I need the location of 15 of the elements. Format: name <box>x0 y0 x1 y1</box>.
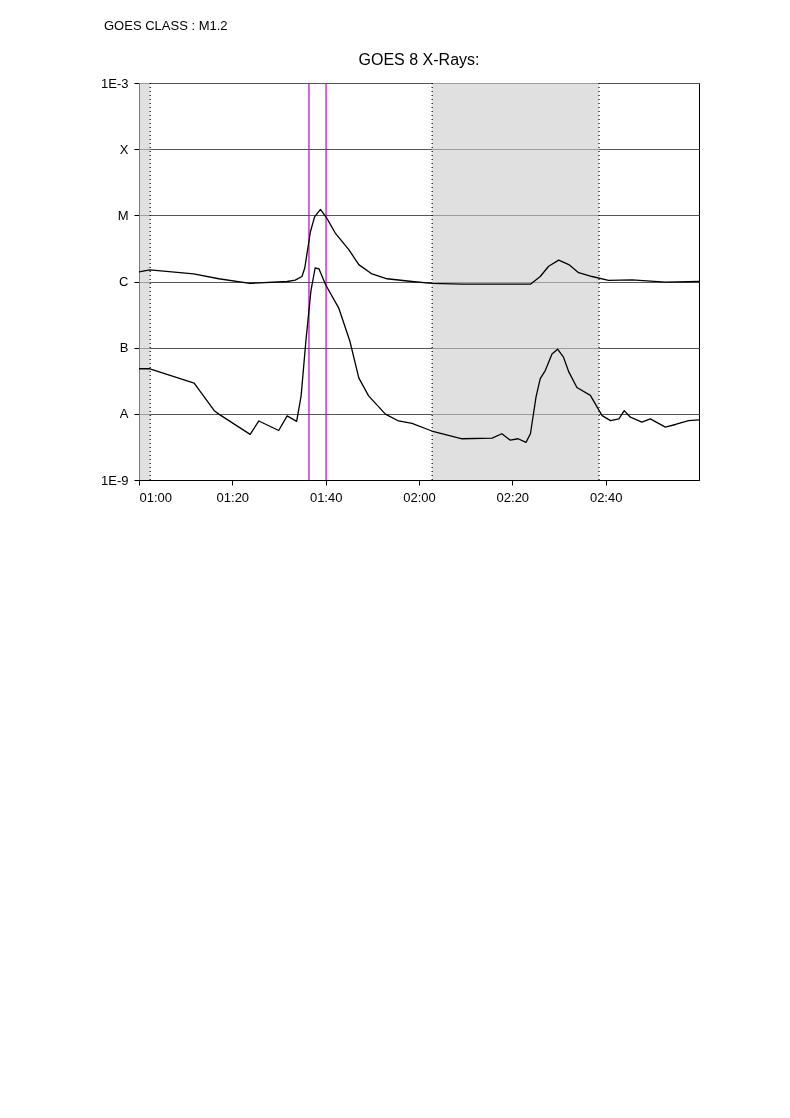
x-tick-label: 01:00 <box>139 489 173 505</box>
x-tick-label: 02:00 <box>403 489 436 505</box>
text: GOES CLASS : M1.2 <box>104 18 228 33</box>
x-tick-label: 01:20 <box>216 489 250 505</box>
y-tick-label: C <box>119 274 129 289</box>
y-tick-label: 1E-3 <box>101 75 129 91</box>
chart-title: GOES 8 X-Rays: <box>358 51 480 68</box>
x-tick-label: 02:40 <box>589 489 623 505</box>
x-tick-label: 02:20 <box>496 489 530 505</box>
y-tick-label: A <box>119 406 129 422</box>
y-tick-label: 1E-9 <box>101 472 129 488</box>
y-tick-label: X <box>119 141 129 157</box>
y-tick-label: B <box>119 340 129 356</box>
y-tick-label: M <box>117 207 129 223</box>
x-tick-label: 01:40 <box>309 489 343 505</box>
